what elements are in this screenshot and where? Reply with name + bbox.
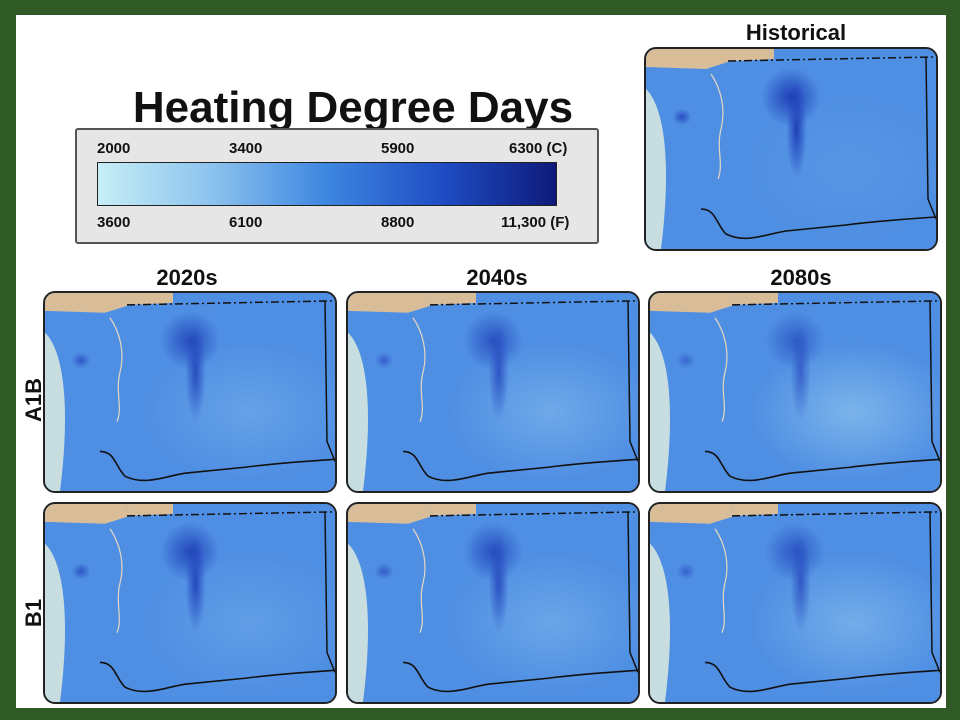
legend-tick-f-2: 6100 [229,214,263,231]
legend-tick-c-4: 6300 (C) [509,140,568,157]
color-legend: 2000 3400 5900 6300 (C) 3600 6100 8800 1… [75,128,599,244]
legend-tick-f-4: 11,300 (F) [501,214,570,231]
column-label-2040s: 2040s [466,265,528,290]
historical-label: Historical [745,20,847,45]
column-label-2020s: 2020s [156,265,218,290]
map-b1-2040s [346,502,640,704]
figure-frame: Heating Degree Days 2000 3400 5900 6300 … [16,15,946,708]
legend-color-bar [97,162,557,206]
map-b1-2080s [648,502,942,704]
legend-tick-f-1: 3600 [97,214,131,231]
map-a1b-2040s [346,291,640,493]
map-historical [644,47,938,251]
legend-tick-c-1: 2000 [97,140,131,157]
legend-tick-c-3: 5900 [381,140,415,157]
legend-tick-f-3: 8800 [381,214,415,231]
map-a1b-2020s [43,291,337,493]
map-b1-2020s [43,502,337,704]
map-a1b-2080s [648,291,942,493]
page-title: Heating Degree Days [132,83,574,132]
column-label-2080s: 2080s [770,265,832,290]
legend-tick-c-2: 3400 [229,140,263,157]
